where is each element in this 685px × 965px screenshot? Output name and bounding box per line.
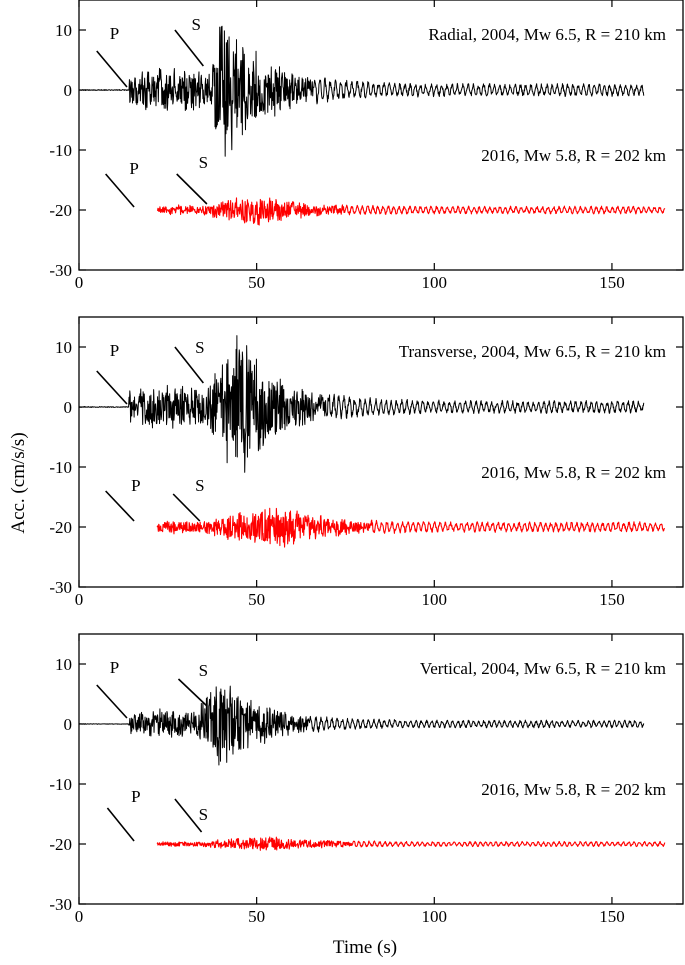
- plot-frame: [78, 0, 684, 271]
- x-tick-label: 150: [599, 907, 625, 926]
- y-tick-label: -10: [49, 775, 72, 794]
- y-tick-label: 10: [55, 21, 72, 40]
- y-tick-label: -30: [49, 261, 72, 280]
- s-phase-label: S: [192, 15, 201, 34]
- x-tick-label: 0: [75, 907, 84, 926]
- s-phase-label: S: [199, 153, 208, 172]
- waveform-2016: [156, 507, 666, 548]
- phase-marker-line: [96, 370, 128, 405]
- phase-marker-line: [177, 678, 208, 707]
- s-phase-label: S: [195, 476, 204, 495]
- y-tick-label: 0: [64, 398, 73, 417]
- s-phase-label: S: [199, 661, 208, 680]
- waveform-2016: [156, 836, 666, 851]
- label-2016: 2016, Mw 5.8, R = 202 km: [481, 780, 666, 799]
- phase-marker-line: [96, 684, 128, 719]
- y-tick-label: 10: [55, 655, 72, 674]
- phase-marker-line: [105, 173, 135, 208]
- label-2004: Radial, 2004, Mw 6.5, R = 210 km: [428, 25, 666, 44]
- x-tick-label: 150: [599, 590, 625, 609]
- y-tick-label: 0: [64, 715, 73, 734]
- x-tick-label: 0: [75, 590, 84, 609]
- x-tick-label: 100: [422, 907, 448, 926]
- label-2004: Vertical, 2004, Mw 6.5, R = 210 km: [420, 659, 666, 678]
- plot-frame: [78, 316, 684, 588]
- x-tick-label: 0: [75, 273, 84, 292]
- p-phase-label: P: [131, 476, 140, 495]
- x-tick-label: 100: [422, 273, 448, 292]
- x-tick-label: 50: [248, 273, 265, 292]
- waveform-2004: [79, 685, 645, 766]
- y-tick-label: -10: [49, 458, 72, 477]
- p-phase-label: P: [129, 159, 138, 178]
- label-2004: Transverse, 2004, Mw 6.5, R = 210 km: [399, 342, 666, 361]
- y-tick-label: 0: [64, 81, 73, 100]
- x-axis-title: Time (s): [333, 937, 397, 958]
- s-phase-label: S: [195, 338, 204, 357]
- x-tick-label: 100: [422, 590, 448, 609]
- y-tick-label: -20: [49, 835, 72, 854]
- y-tick-label: -30: [49, 895, 72, 914]
- p-phase-label: P: [131, 787, 140, 806]
- y-tick-label: -30: [49, 578, 72, 597]
- phase-marker-line: [106, 807, 135, 842]
- waveform-2004: [79, 335, 645, 473]
- phase-marker-line: [176, 173, 208, 205]
- phase-marker-line: [174, 346, 204, 384]
- phase-marker-line: [172, 493, 201, 522]
- label-2016: 2016, Mw 5.8, R = 202 km: [481, 146, 666, 165]
- y-tick-label: 10: [55, 338, 72, 357]
- plot-frame: [78, 633, 684, 905]
- x-tick-label: 50: [248, 590, 265, 609]
- s-phase-label: S: [199, 805, 208, 824]
- y-axis-title: Acc. (cm/s/s): [8, 432, 29, 533]
- waveform-2004: [79, 25, 645, 157]
- y-tick-label: -20: [49, 518, 72, 537]
- phase-marker-line: [96, 50, 128, 88]
- x-tick-label: 50: [248, 907, 265, 926]
- waveform-2016: [157, 197, 666, 226]
- y-tick-label: -20: [49, 201, 72, 220]
- phase-marker-line: [174, 798, 203, 833]
- label-2016: 2016, Mw 5.8, R = 202 km: [481, 463, 666, 482]
- x-tick-label: 150: [599, 273, 625, 292]
- phase-marker-line: [174, 29, 204, 67]
- phase-marker-line: [105, 490, 135, 522]
- p-phase-label: P: [110, 658, 119, 677]
- p-phase-label: P: [110, 24, 119, 43]
- y-tick-label: -10: [49, 141, 72, 160]
- p-phase-label: P: [110, 341, 119, 360]
